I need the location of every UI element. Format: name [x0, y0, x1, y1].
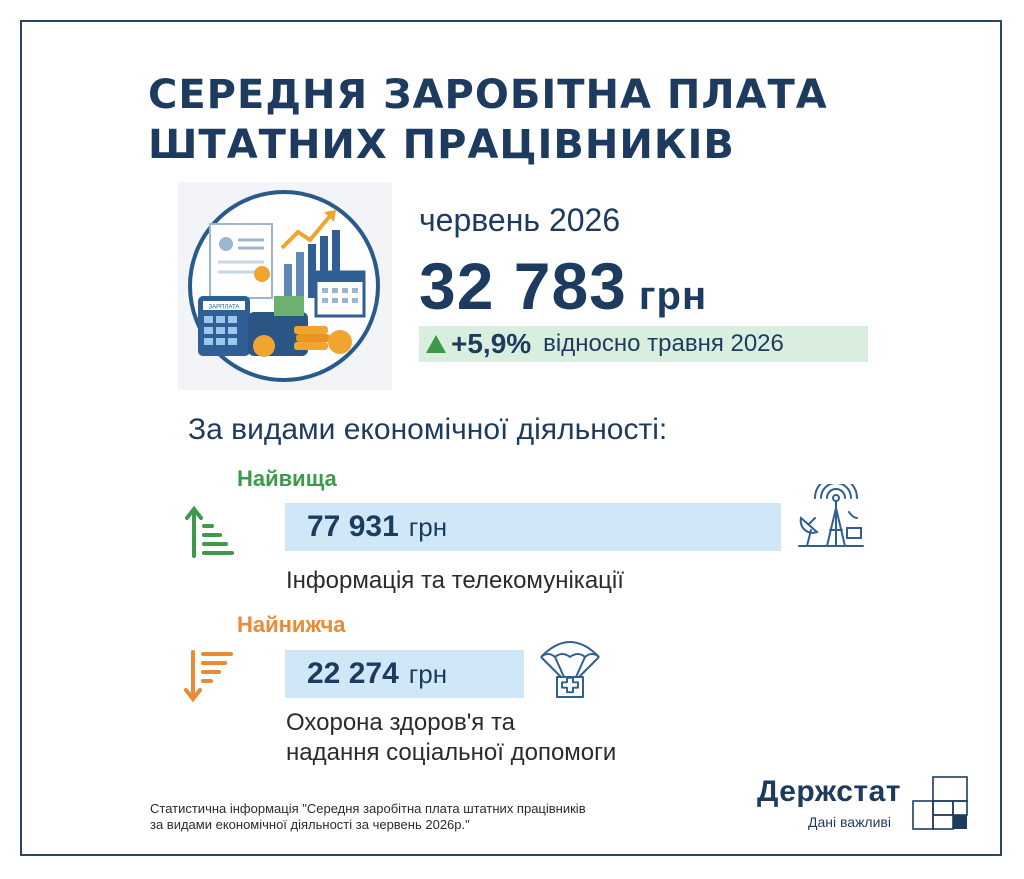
sort-ascending-icon [185, 505, 234, 558]
source-note-line-2: за видами економічної діяльності за черв… [150, 817, 470, 832]
hero-icon-label: ЗАРПЛАТА [209, 305, 240, 311]
triangle-up-icon [426, 335, 446, 353]
lowest-value-box: 22 274 грн [285, 650, 524, 698]
lowest-value-unit: грн [408, 658, 448, 689]
salary-finance-icon: ЗАРПЛАТА [188, 190, 380, 382]
lowest-value: 22 274 [307, 657, 399, 690]
lowest-label: Найнижча [237, 612, 346, 637]
page-title: СЕРЕДНЯ ЗАРОБІТНА ПЛАТА ШТАТНИХ ПРАЦІВНИ… [148, 70, 828, 170]
title-line-1: СЕРЕДНЯ ЗАРОБІТНА ПЛАТА [148, 72, 828, 118]
report-period: червень 2026 [419, 202, 621, 238]
source-note-line-1: Статистична інформація "Середня заробітн… [150, 801, 586, 816]
medical-aid-parachute-icon [540, 641, 600, 698]
average-salary-unit: грн [638, 274, 708, 318]
section-title: За видами економічної діяльності: [188, 413, 668, 446]
average-salary-value: 32 783 грн [419, 248, 707, 324]
highest-label: Найвища [237, 466, 337, 491]
highest-value-unit: грн [408, 511, 448, 542]
sort-descending-icon [184, 650, 233, 703]
change-badge: +5,9% відносно травня 2026 [419, 326, 868, 362]
telecom-tower-icon [798, 484, 864, 547]
average-salary-number: 32 783 [419, 249, 627, 323]
highest-sector: Інформація та телекомунікації [286, 567, 624, 594]
infographic-frame [20, 20, 1002, 856]
brand-slogan: Дані важливі [808, 814, 891, 830]
change-description: відносно травня 2026 [543, 330, 784, 357]
change-percent: +5,9% [451, 328, 532, 359]
title-line-2: ШТАТНИХ ПРАЦІВНИКІВ [148, 122, 735, 168]
derzhstat-logo-icon [912, 776, 968, 830]
lowest-sector: Охорона здоров'я та надання соціальної д… [286, 708, 616, 768]
source-note: Статистична інформація "Середня заробітн… [150, 801, 586, 833]
highest-value-box: 77 931 грн [285, 503, 781, 551]
brand-name: Держстат [757, 775, 901, 808]
highest-value: 77 931 [307, 510, 399, 543]
lowest-sector-line-2: надання соціальної допомоги [286, 739, 617, 766]
lowest-sector-line-1: Охорона здоров'я та [286, 709, 516, 736]
